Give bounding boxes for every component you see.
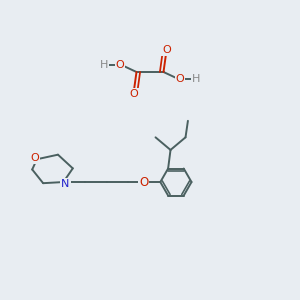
Text: O: O xyxy=(162,45,171,56)
Text: O: O xyxy=(30,153,39,163)
Text: H: H xyxy=(100,60,109,70)
Text: O: O xyxy=(176,74,184,84)
Text: H: H xyxy=(191,74,200,84)
Text: N: N xyxy=(61,178,70,188)
Text: O: O xyxy=(129,88,138,99)
Text: O: O xyxy=(116,60,124,70)
Text: O: O xyxy=(139,176,148,188)
